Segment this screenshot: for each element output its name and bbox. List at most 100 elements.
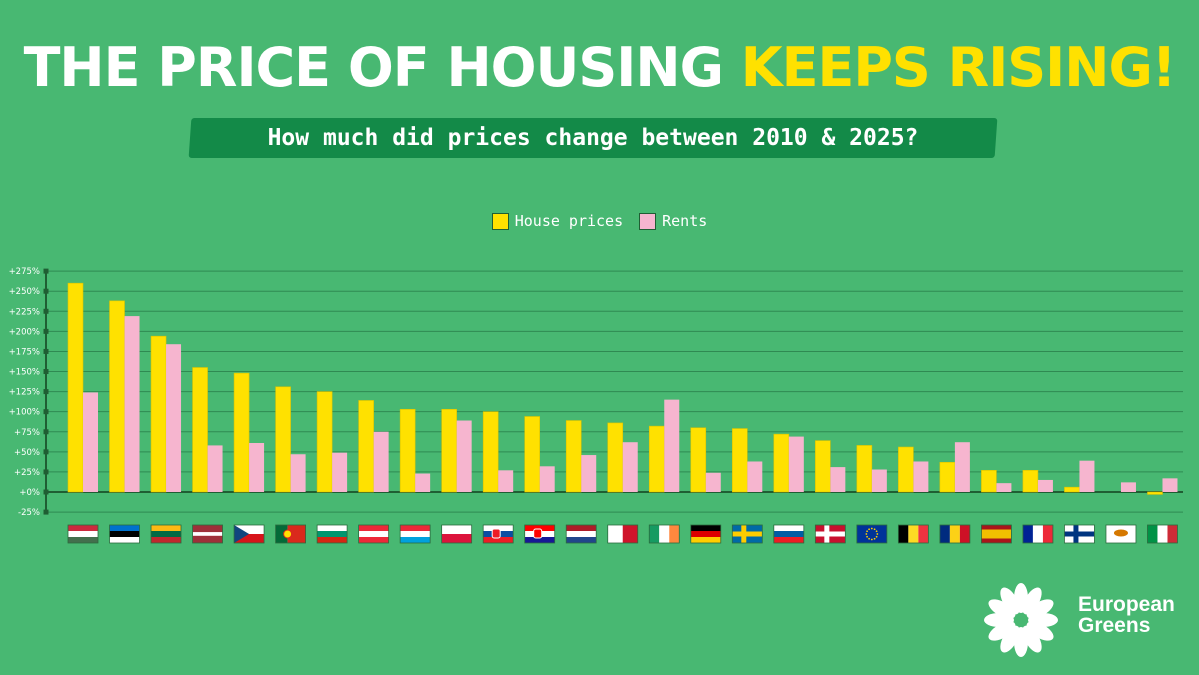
flag-star xyxy=(866,535,868,538)
flag-stripe xyxy=(234,534,265,543)
flag-stripe xyxy=(690,531,721,537)
flag-stripe xyxy=(68,525,98,531)
flag-stripe xyxy=(109,525,140,531)
flag-border xyxy=(316,524,348,544)
logo-petal xyxy=(1026,599,1054,619)
flag-hungary-icon xyxy=(67,524,99,544)
logo-petal xyxy=(1026,621,1054,641)
flag-stripe xyxy=(358,525,389,531)
flag-cyprus-icon xyxy=(1105,524,1137,544)
legend-swatch-house-prices xyxy=(491,212,509,230)
y-tick-label: +150% xyxy=(9,368,40,378)
flag-star xyxy=(873,528,876,531)
flag-border xyxy=(109,524,140,544)
flag-latvia-icon xyxy=(192,524,223,544)
flag-border xyxy=(648,524,680,544)
flag-border xyxy=(981,524,1012,544)
flag-stripe xyxy=(287,525,306,543)
flag-poland-icon xyxy=(441,524,473,544)
bar-rents xyxy=(249,443,265,492)
bar-house-prices xyxy=(981,470,997,493)
bar-house-prices xyxy=(1147,491,1163,495)
bar-house-prices xyxy=(607,422,624,493)
flag-stripe xyxy=(566,537,597,543)
flag-border xyxy=(939,524,971,544)
flag-stripe xyxy=(151,537,182,543)
bar-rents xyxy=(996,483,1012,492)
flag-stripe xyxy=(690,525,721,531)
bar-rents xyxy=(871,469,887,492)
y-tick-label: +25% xyxy=(14,468,40,478)
flag-cross-h xyxy=(1064,531,1095,537)
bar-rents xyxy=(581,455,597,492)
flag-stripe xyxy=(524,537,555,543)
flag-stripe xyxy=(949,525,960,543)
bar-rents xyxy=(1037,479,1053,492)
bar-house-prices xyxy=(648,425,665,493)
flag-stripe xyxy=(981,525,1012,530)
flag-stripe xyxy=(659,525,670,543)
bar-rents xyxy=(290,454,306,492)
flag-stripe xyxy=(524,525,555,531)
flag-stripe xyxy=(898,525,909,543)
flag-stripe xyxy=(622,525,638,543)
flag-stripe xyxy=(1022,525,1033,543)
flag-star xyxy=(868,528,871,531)
flag-stripe xyxy=(981,538,1012,543)
logo-line-2: Greens xyxy=(1078,614,1151,637)
y-tick-label: +250% xyxy=(9,287,40,297)
flag-stripe xyxy=(981,529,1012,539)
title-part-white: THE PRICE OF HOUSING xyxy=(23,36,724,99)
flag-sweden-icon xyxy=(731,524,763,544)
flag-border xyxy=(897,524,929,544)
flag-stripe xyxy=(358,531,389,537)
flag-border xyxy=(67,524,99,544)
flag-island xyxy=(1113,529,1128,537)
y-tick-label: +50% xyxy=(14,448,40,458)
flag-border xyxy=(150,524,182,544)
flag-stripe xyxy=(1147,525,1158,543)
logo-petal xyxy=(1000,587,1020,615)
flag-stripe xyxy=(109,537,140,543)
flag-stripe xyxy=(690,537,721,543)
flag-border xyxy=(1105,524,1137,544)
bar-house-prices xyxy=(482,411,499,493)
flag-stripe xyxy=(68,531,98,537)
flag-border xyxy=(856,524,888,544)
flag-eu-icon xyxy=(856,524,888,544)
flag-stripe xyxy=(1157,525,1168,543)
bar-rents xyxy=(166,344,182,492)
flag-shield xyxy=(491,528,501,539)
flag-lithuania-icon xyxy=(150,524,182,544)
flag-star xyxy=(868,537,871,540)
logo-petal xyxy=(988,599,1016,619)
y-tick-label: +100% xyxy=(9,408,40,418)
logo-petal xyxy=(1022,587,1042,615)
flag-stripe xyxy=(566,525,597,531)
flag-stripe xyxy=(607,525,623,543)
bar-house-prices xyxy=(67,282,84,493)
flag-stripe xyxy=(400,537,431,543)
flag-stripe xyxy=(566,531,597,537)
legend-swatch-rents xyxy=(639,212,657,230)
flag-slovakia-icon xyxy=(482,524,514,544)
flag-stripe xyxy=(151,525,182,531)
flag-stripe xyxy=(669,525,680,543)
flag-italy-icon xyxy=(1147,524,1178,544)
y-tick-label: +225% xyxy=(9,307,40,317)
flag-triangle xyxy=(234,525,250,543)
flag-belgium-icon xyxy=(897,524,929,544)
bar-rents xyxy=(830,467,846,492)
bar-house-prices xyxy=(192,367,208,493)
logo-petal xyxy=(1022,625,1042,653)
bar-rents xyxy=(332,452,348,492)
flag-border xyxy=(1064,524,1095,544)
flag-border xyxy=(1147,524,1178,544)
flag-czechia-icon xyxy=(233,524,265,544)
flag-malta-icon xyxy=(607,524,639,544)
tick-marker xyxy=(43,509,49,515)
flag-shield xyxy=(533,528,543,539)
flag-cross-h xyxy=(732,531,763,537)
flag-star xyxy=(873,537,876,540)
flag-border xyxy=(814,524,846,544)
